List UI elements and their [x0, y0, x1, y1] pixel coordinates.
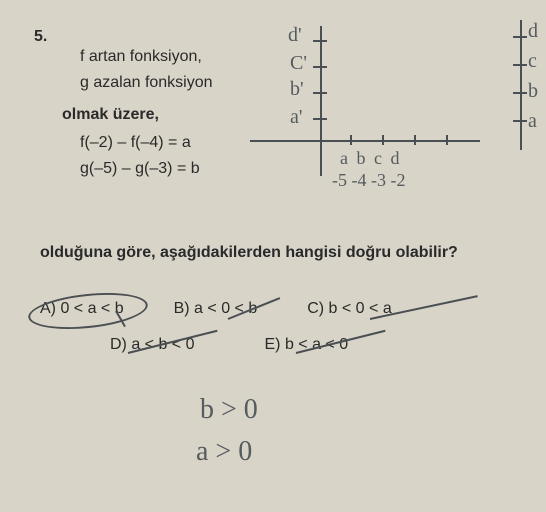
axis-tick	[313, 40, 327, 42]
hand-note: b > 0	[200, 394, 258, 426]
axis-tick	[313, 92, 327, 94]
equation: f(–2) – f(–4) = a	[80, 134, 280, 152]
axis-tick	[513, 92, 527, 94]
hand-label: d'	[288, 24, 302, 47]
question-number: 5.	[34, 28, 47, 46]
axis-tick	[513, 64, 527, 66]
hand-label: a'	[290, 106, 302, 129]
premise-line: g azalan fonksiyon	[80, 74, 280, 92]
hand-note: a > 0	[196, 436, 252, 468]
axis-tick	[313, 118, 327, 120]
hand-label: C'	[290, 52, 307, 75]
premise-line: f artan fonksiyon,	[80, 48, 280, 66]
hand-label: a b c d	[340, 148, 401, 169]
hand-label: d	[528, 20, 538, 43]
hand-label: b	[528, 80, 538, 103]
axis-tick	[446, 135, 448, 145]
question-text: olduğuna göre, aşağıdakilerden hangisi d…	[40, 242, 510, 264]
equation: g(–5) – g(–3) = b	[80, 160, 280, 178]
question-body: f artan fonksiyon, g azalan fonksiyon ol…	[80, 40, 280, 186]
hand-label: b'	[290, 78, 304, 101]
math-question-page: 5. f artan fonksiyon, g azalan fonksiyon…	[0, 0, 546, 512]
axis-tick	[513, 120, 527, 122]
hand-label: c	[528, 50, 537, 73]
axis-vertical-right	[520, 20, 522, 150]
axis-tick	[414, 135, 416, 145]
axis-tick	[350, 135, 352, 145]
axis-tick	[313, 66, 327, 68]
hand-label: a	[528, 110, 537, 133]
axis-vertical	[320, 26, 322, 176]
hand-label: -5 -4 -3 -2	[332, 170, 405, 191]
axis-tick	[382, 135, 384, 145]
premise-line: olmak üzere,	[62, 106, 280, 124]
option-b: B) a < 0 < b	[174, 300, 258, 318]
axis-tick	[513, 36, 527, 38]
